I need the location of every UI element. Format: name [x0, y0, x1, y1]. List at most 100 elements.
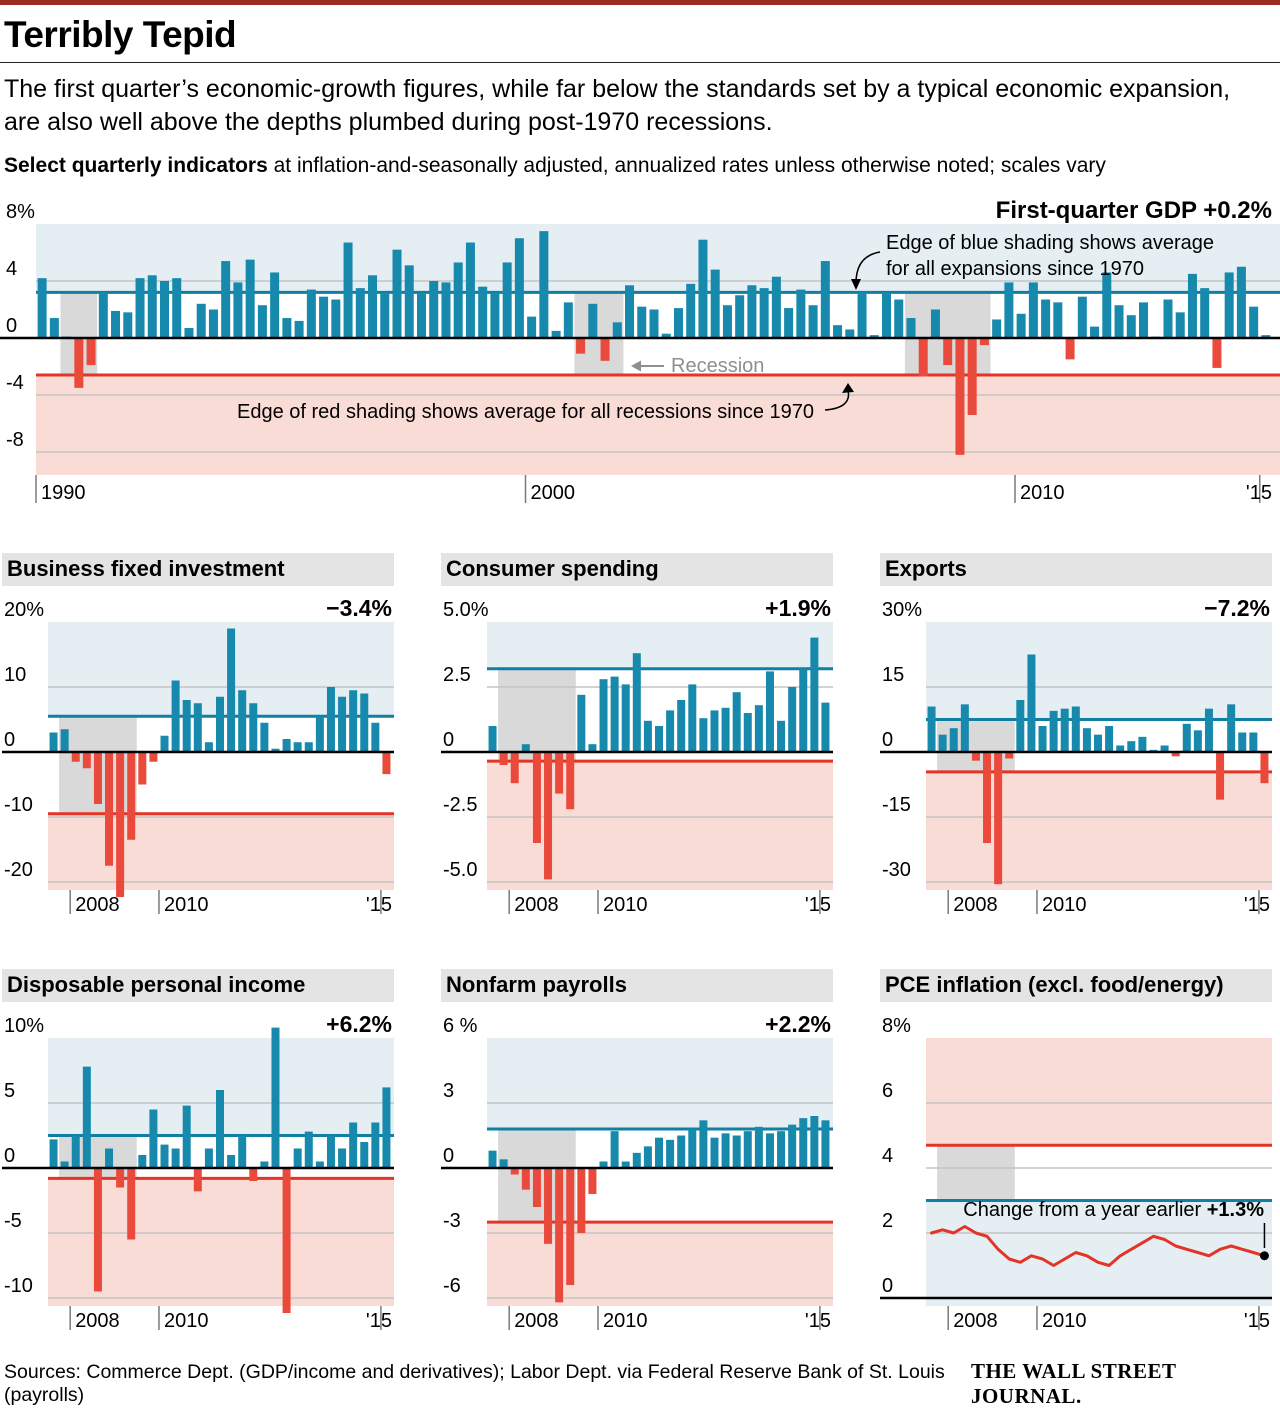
y-axis-label: 4 — [6, 258, 17, 280]
bar — [882, 293, 892, 338]
disposable-personal-income-chart: 10% 5 0 -5 -10 2008 2010 '15 +6.2% — [2, 1011, 394, 1332]
bar — [149, 1109, 158, 1169]
bar — [216, 696, 224, 753]
bar — [355, 288, 365, 338]
bar — [127, 752, 136, 840]
x-axis-label: '15 — [805, 1310, 831, 1332]
bar — [93, 1168, 102, 1292]
x-axis-label: 2010 — [164, 1310, 209, 1332]
bar — [600, 338, 610, 361]
bar — [182, 700, 191, 753]
bar — [392, 249, 402, 338]
bar — [105, 1148, 114, 1169]
bar — [293, 742, 302, 753]
bar — [1028, 282, 1038, 338]
bar — [184, 328, 194, 338]
x-axis-label: 2010 — [603, 894, 648, 916]
bar — [796, 289, 806, 338]
y-axis-label: -3 — [443, 1210, 461, 1232]
business-fixed-investment-chart: 20% 10 0 -10 -20 2008 2010 '15 −3.4% — [2, 595, 394, 916]
bar — [857, 292, 867, 338]
recession-average-shading — [926, 1038, 1272, 1146]
bar — [343, 242, 353, 338]
red-note-arrowhead — [842, 383, 854, 393]
expansion-average-shading — [926, 622, 1272, 720]
bar — [1041, 299, 1051, 338]
bar — [416, 293, 426, 338]
bar — [93, 752, 102, 805]
bar — [160, 735, 169, 753]
bar — [193, 703, 202, 753]
bar — [499, 1159, 508, 1169]
current-value-label: +1.9% — [765, 595, 831, 621]
y-axis-label: 30% — [882, 599, 922, 621]
bar — [227, 1155, 236, 1169]
bar — [754, 1127, 763, 1169]
bar — [566, 1168, 575, 1286]
y-axis-label: 6 % — [443, 1015, 478, 1037]
bar — [808, 305, 818, 338]
bar — [233, 282, 243, 338]
y-axis-label: -5.0 — [443, 859, 477, 881]
bar — [577, 1168, 586, 1234]
bar — [1163, 299, 1173, 338]
bar — [171, 1148, 180, 1169]
x-axis-label: '15 — [1244, 1310, 1270, 1332]
bar — [927, 706, 936, 753]
bar — [510, 1168, 519, 1175]
method-note-rest: at inflation-and-seasonally adjusted, an… — [267, 154, 1106, 177]
bar — [257, 305, 267, 338]
bar — [821, 1120, 830, 1169]
bar — [661, 333, 671, 338]
bar — [182, 1105, 191, 1169]
bar — [743, 1131, 752, 1169]
bar — [788, 687, 797, 753]
bar — [282, 318, 292, 338]
bar — [1105, 726, 1114, 753]
bar — [759, 288, 769, 338]
bar — [643, 720, 652, 753]
bar — [677, 1135, 686, 1169]
bar — [1049, 711, 1058, 753]
bar — [465, 242, 475, 338]
bar — [1071, 706, 1080, 753]
bar — [820, 261, 830, 338]
bar — [555, 752, 564, 794]
bar — [521, 1168, 530, 1191]
bar — [943, 338, 953, 366]
bar — [260, 1161, 269, 1169]
bar — [82, 1066, 91, 1169]
blue-shading-note: for all expansions since 1970 — [886, 258, 1144, 280]
bar — [588, 303, 598, 338]
recession-average-shading — [48, 813, 394, 891]
bar — [710, 710, 719, 753]
bar — [588, 1168, 597, 1195]
y-axis-label: 15 — [882, 664, 904, 686]
bar — [930, 309, 940, 338]
bar — [499, 752, 508, 766]
x-axis-label: '15 — [366, 894, 392, 916]
bar — [610, 1131, 619, 1169]
bar — [238, 690, 247, 753]
bar — [227, 628, 236, 753]
bar — [326, 687, 335, 753]
y-axis-label: 20% — [4, 599, 44, 621]
sources-note: Sources: Commerce Dept. (GDP/income and … — [4, 1361, 945, 1407]
bar — [655, 1138, 663, 1169]
bar — [1127, 741, 1136, 753]
bar — [282, 739, 291, 753]
nonfarm-payrolls-chart: 6 % 3 0 -3 -6 2008 2010 '15 +2.2% — [441, 1011, 833, 1332]
bar — [1004, 282, 1014, 338]
bar — [1027, 654, 1036, 753]
bar — [1114, 305, 1124, 338]
recession-band — [498, 668, 576, 762]
x-axis-label: 2010 — [1020, 482, 1065, 504]
bar — [699, 718, 708, 753]
bar — [510, 752, 519, 784]
y-axis-label: -6 — [443, 1275, 461, 1297]
x-axis-label: '15 — [1246, 482, 1272, 504]
recession-annotation: Recession — [671, 355, 764, 377]
blue-note-arrow — [855, 251, 881, 284]
bar — [123, 312, 133, 338]
current-value-label: −3.4% — [326, 595, 392, 621]
